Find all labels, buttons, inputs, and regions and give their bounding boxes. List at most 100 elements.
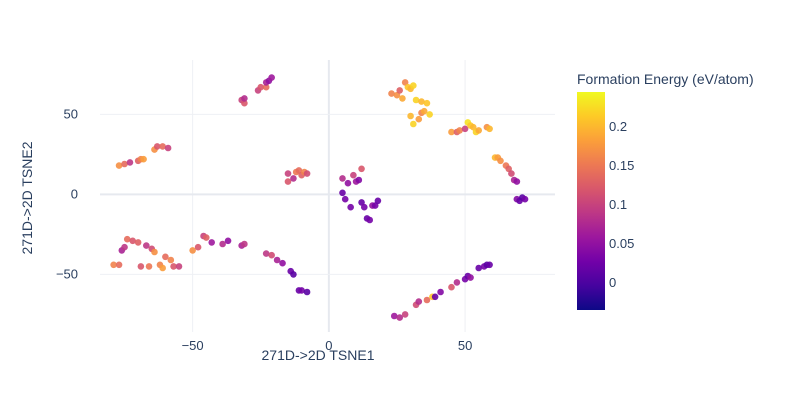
- data-point[interactable]: [339, 189, 346, 197]
- data-point[interactable]: [505, 165, 512, 173]
- data-point[interactable]: [339, 175, 346, 182]
- data-point[interactable]: [159, 143, 166, 150]
- data-point[interactable]: [371, 202, 379, 209]
- data-point[interactable]: [140, 155, 147, 163]
- data-point[interactable]: [401, 311, 409, 318]
- data-point[interactable]: [284, 170, 292, 177]
- data-point[interactable]: [437, 288, 444, 296]
- data-point[interactable]: [486, 125, 493, 133]
- data-point[interactable]: [115, 162, 123, 169]
- data-point[interactable]: [143, 242, 150, 249]
- data-point[interactable]: [469, 123, 477, 131]
- data-point[interactable]: [410, 120, 417, 128]
- data-point[interactable]: [415, 298, 423, 305]
- colorbar-tick-label: 0.05: [609, 236, 634, 251]
- data-point[interactable]: [273, 256, 281, 264]
- data-point[interactable]: [175, 263, 183, 270]
- data-point[interactable]: [167, 256, 175, 264]
- data-point[interactable]: [521, 195, 529, 203]
- data-point[interactable]: [115, 261, 123, 269]
- data-point[interactable]: [401, 79, 409, 86]
- data-point[interactable]: [396, 87, 404, 94]
- data-point[interactable]: [189, 247, 196, 254]
- data-points[interactable]: [110, 74, 529, 321]
- data-point[interactable]: [194, 243, 202, 251]
- colorbar-tick-label: 0: [609, 275, 616, 290]
- data-point[interactable]: [410, 82, 417, 89]
- data-point[interactable]: [153, 143, 161, 150]
- data-point[interactable]: [393, 91, 401, 99]
- x-tick-label: 0: [325, 338, 332, 353]
- data-point[interactable]: [134, 239, 142, 246]
- data-point[interactable]: [241, 95, 248, 102]
- data-point[interactable]: [224, 237, 232, 245]
- data-point[interactable]: [456, 127, 463, 134]
- data-point[interactable]: [360, 203, 368, 211]
- data-point[interactable]: [208, 239, 216, 246]
- data-point[interactable]: [110, 261, 117, 269]
- data-point[interactable]: [241, 99, 248, 107]
- data-point[interactable]: [448, 283, 455, 291]
- data-point[interactable]: [420, 107, 428, 115]
- data-point[interactable]: [344, 179, 352, 187]
- data-point[interactable]: [290, 175, 297, 182]
- data-point[interactable]: [262, 83, 270, 91]
- data-point[interactable]: [123, 235, 131, 243]
- data-point[interactable]: [129, 237, 136, 245]
- data-point[interactable]: [508, 170, 515, 177]
- data-point[interactable]: [347, 203, 354, 211]
- data-point[interactable]: [513, 178, 521, 185]
- data-point[interactable]: [396, 314, 404, 321]
- data-point[interactable]: [412, 96, 420, 104]
- data-point[interactable]: [268, 74, 275, 81]
- data-point[interactable]: [303, 170, 311, 177]
- data-point[interactable]: [486, 261, 493, 269]
- data-point[interactable]: [431, 293, 439, 301]
- data-point[interactable]: [145, 263, 153, 270]
- data-point[interactable]: [279, 259, 286, 267]
- data-point[interactable]: [219, 240, 226, 248]
- data-point[interactable]: [475, 127, 483, 134]
- data-point[interactable]: [284, 178, 292, 185]
- data-point[interactable]: [366, 216, 374, 224]
- data-point[interactable]: [202, 234, 210, 241]
- data-point[interactable]: [164, 144, 172, 152]
- data-point[interactable]: [461, 125, 469, 133]
- data-point[interactable]: [298, 287, 305, 294]
- data-point[interactable]: [262, 250, 270, 257]
- data-point[interactable]: [121, 243, 128, 251]
- data-point[interactable]: [497, 157, 504, 165]
- data-point[interactable]: [453, 279, 461, 286]
- data-point[interactable]: [418, 98, 425, 105]
- data-point[interactable]: [151, 248, 158, 256]
- data-point[interactable]: [350, 171, 357, 179]
- data-point[interactable]: [407, 112, 414, 120]
- data-point[interactable]: [170, 263, 177, 270]
- data-point[interactable]: [341, 195, 349, 203]
- data-point[interactable]: [358, 199, 365, 206]
- data-point[interactable]: [290, 271, 297, 278]
- data-point[interactable]: [159, 264, 166, 272]
- data-point[interactable]: [423, 296, 431, 304]
- data-point[interactable]: [415, 115, 423, 123]
- data-point[interactable]: [358, 165, 365, 173]
- data-point[interactable]: [121, 160, 128, 168]
- data-point[interactable]: [303, 288, 311, 296]
- data-point[interactable]: [126, 159, 134, 166]
- data-point[interactable]: [257, 83, 265, 91]
- data-point[interactable]: [241, 240, 248, 248]
- data-point[interactable]: [268, 251, 275, 259]
- data-point[interactable]: [448, 128, 455, 136]
- data-point[interactable]: [137, 263, 145, 270]
- data-point[interactable]: [426, 111, 433, 118]
- data-point[interactable]: [388, 90, 395, 97]
- data-point[interactable]: [355, 176, 363, 184]
- data-point[interactable]: [295, 167, 303, 174]
- data-point[interactable]: [423, 99, 431, 107]
- data-point[interactable]: [475, 264, 483, 272]
- data-point[interactable]: [374, 197, 382, 205]
- data-point[interactable]: [162, 253, 169, 261]
- data-point[interactable]: [467, 274, 474, 281]
- data-point[interactable]: [399, 95, 406, 102]
- data-point[interactable]: [390, 312, 398, 320]
